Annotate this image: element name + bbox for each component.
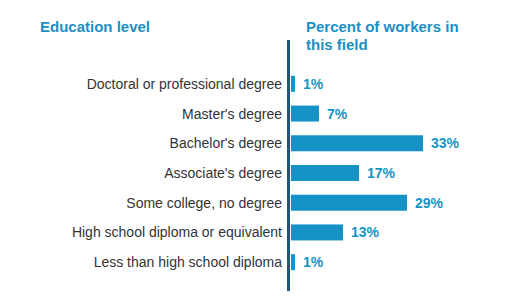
bar [291, 106, 319, 122]
x-axis-title: Percent of workers in this field [306, 18, 463, 53]
category-label: Master's degree [182, 106, 282, 122]
data-label: 17% [367, 165, 396, 181]
bar [291, 195, 407, 211]
data-label: 7% [327, 106, 348, 122]
data-label: 13% [351, 224, 380, 240]
bars [291, 76, 423, 270]
bar [291, 76, 295, 92]
chart-svg: Education level Percent of workers in thi… [0, 0, 525, 303]
bar [291, 165, 359, 181]
category-label: Bachelor's degree [170, 135, 283, 151]
category-label: Less than high school diploma [94, 254, 283, 270]
data-label: 33% [431, 135, 460, 151]
data-label: 1% [303, 254, 324, 270]
bar [291, 254, 295, 270]
category-label: High school diploma or equivalent [72, 224, 282, 240]
bar [291, 135, 423, 151]
data-label: 29% [415, 195, 444, 211]
bar [291, 224, 343, 240]
chart-container: Education level Percent of workers in thi… [0, 0, 525, 303]
category-label: Doctoral or professional degree [87, 76, 283, 92]
axis-line [287, 40, 290, 291]
category-label: Associate's degree [164, 165, 282, 181]
category-label: Some college, no degree [126, 195, 282, 211]
y-axis-title: Education level [40, 18, 150, 35]
data-label: 1% [303, 76, 324, 92]
